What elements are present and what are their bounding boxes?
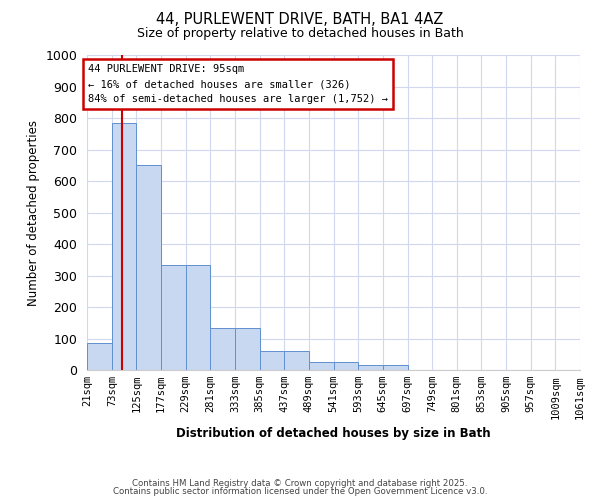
Bar — [211, 328, 235, 370]
Bar — [383, 366, 407, 370]
Bar — [161, 264, 186, 370]
Text: 44 PURLEWENT DRIVE: 95sqm
← 16% of detached houses are smaller (326)
84% of semi: 44 PURLEWENT DRIVE: 95sqm ← 16% of detac… — [88, 64, 388, 104]
Bar — [309, 362, 334, 370]
Text: Contains HM Land Registry data © Crown copyright and database right 2025.: Contains HM Land Registry data © Crown c… — [132, 478, 468, 488]
Bar — [358, 366, 383, 370]
Bar — [87, 344, 112, 370]
Bar — [112, 122, 136, 370]
Bar — [284, 351, 309, 370]
Bar — [235, 328, 260, 370]
Text: Contains public sector information licensed under the Open Government Licence v3: Contains public sector information licen… — [113, 487, 487, 496]
Bar — [334, 362, 358, 370]
X-axis label: Distribution of detached houses by size in Bath: Distribution of detached houses by size … — [176, 427, 491, 440]
Bar — [260, 351, 284, 370]
Text: 44, PURLEWENT DRIVE, BATH, BA1 4AZ: 44, PURLEWENT DRIVE, BATH, BA1 4AZ — [157, 12, 443, 28]
Text: Size of property relative to detached houses in Bath: Size of property relative to detached ho… — [137, 28, 463, 40]
Bar — [136, 166, 161, 370]
Bar — [186, 264, 211, 370]
Y-axis label: Number of detached properties: Number of detached properties — [27, 120, 40, 306]
